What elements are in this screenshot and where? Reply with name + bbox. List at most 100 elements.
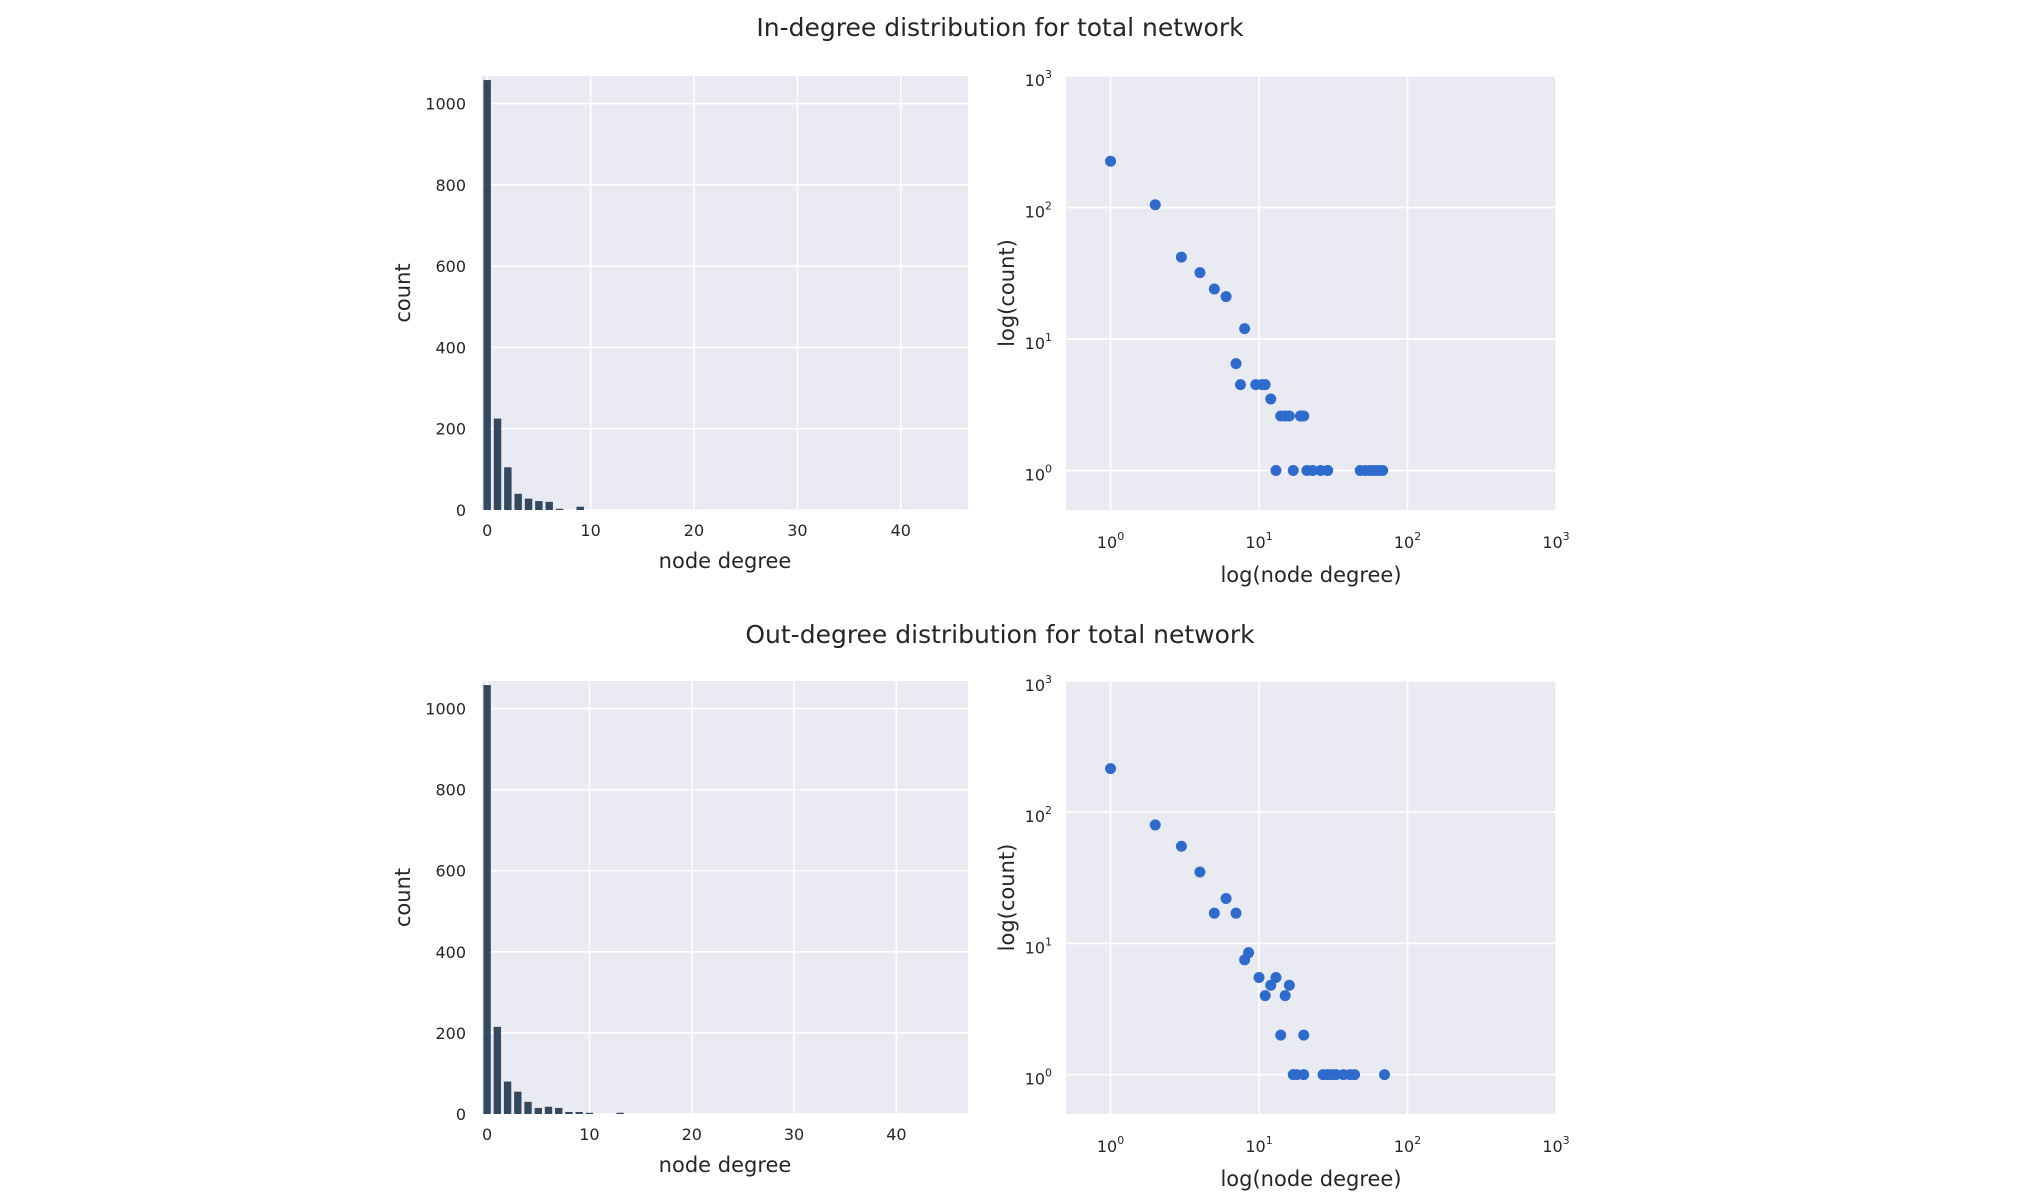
histogram-bar xyxy=(555,508,564,510)
histogram-xlabel: node degree xyxy=(659,549,792,573)
scatter-point xyxy=(1208,283,1220,295)
scatter-point xyxy=(1230,358,1242,370)
x-tick-label: 102 xyxy=(1394,1134,1421,1156)
scatter-point xyxy=(1194,267,1206,279)
x-tick-label: 40 xyxy=(886,1125,906,1144)
scatter-point xyxy=(1105,155,1117,167)
scatter-point xyxy=(1149,199,1161,211)
scatter-point xyxy=(1259,990,1271,1002)
histogram-bar xyxy=(575,1111,583,1114)
histogram-plot-area xyxy=(482,76,968,510)
x-tick-label: 0 xyxy=(482,521,492,540)
y-tick-label: 1000 xyxy=(425,700,466,719)
scatter-point xyxy=(1307,465,1319,477)
in-degree-title: In-degree distribution for total network xyxy=(756,13,1244,42)
histogram-bar xyxy=(514,1091,522,1114)
x-tick-label: 100 xyxy=(1097,530,1124,552)
histogram-bar xyxy=(493,1026,502,1114)
y-tick-label: 102 xyxy=(1025,804,1052,826)
scatter-point xyxy=(1239,323,1251,335)
y-tick-label: 101 xyxy=(1025,331,1052,353)
scatter-point xyxy=(1265,393,1277,405)
histogram-bar xyxy=(534,1107,542,1114)
x-tick-label: 101 xyxy=(1245,1134,1272,1156)
scatter-point xyxy=(1230,907,1242,919)
histogram-xlabel: node degree xyxy=(659,1153,792,1177)
loglog-ylabel: log(count) xyxy=(995,844,1019,952)
loglog-ylabel: log(count) xyxy=(995,239,1019,347)
scatter-point xyxy=(1265,979,1277,991)
scatter-point xyxy=(1270,971,1282,983)
scatter-point xyxy=(1275,1029,1287,1041)
out-degree-loglog-scatter: 100 101 102 103 100 101 102 103 log(node degree)… xyxy=(995,673,1570,1191)
histogram-bar xyxy=(565,1111,573,1114)
scatter-point xyxy=(1220,892,1232,904)
scatter-point xyxy=(1283,410,1295,422)
loglog-plot-area xyxy=(1066,76,1556,510)
histogram-bar xyxy=(504,467,512,510)
y-tick-label: 103 xyxy=(1025,68,1052,90)
y-tick-label: 800 xyxy=(435,176,466,195)
y-tick-label: 600 xyxy=(435,257,466,276)
histogram-bar xyxy=(493,418,502,510)
scatter-point xyxy=(1234,379,1246,391)
x-tick-label: 0 xyxy=(482,1125,492,1144)
y-tick-label: 200 xyxy=(435,420,466,439)
histogram-bar xyxy=(514,493,522,510)
loglog-xlabel: log(node degree) xyxy=(1220,1167,1401,1191)
scatter-point xyxy=(1279,990,1291,1002)
out-degree-title: Out-degree distribution for total networ… xyxy=(745,620,1255,649)
y-tick-label: 600 xyxy=(435,862,466,881)
scatter-point xyxy=(1283,979,1295,991)
histogram-bar xyxy=(545,501,553,510)
histogram-bar xyxy=(483,80,491,511)
scatter-point xyxy=(1298,1069,1310,1081)
scatter-point xyxy=(1220,291,1232,303)
x-tick-label: 10 xyxy=(579,1125,599,1144)
scatter-point xyxy=(1175,251,1187,263)
y-tick-label: 101 xyxy=(1025,935,1052,957)
histogram-plot-area xyxy=(482,681,968,1114)
histogram-bar xyxy=(503,1081,512,1114)
loglog-xlabel: log(node degree) xyxy=(1220,563,1401,587)
x-tick-label: 102 xyxy=(1394,530,1421,552)
scatter-point xyxy=(1253,971,1265,983)
scatter-point xyxy=(1270,465,1282,477)
x-tick-label: 20 xyxy=(682,1125,702,1144)
scatter-point xyxy=(1243,947,1255,959)
y-tick-label: 1000 xyxy=(425,95,466,114)
scatter-point xyxy=(1175,840,1187,852)
x-tick-label: 10 xyxy=(580,521,600,540)
y-tick-label: 0 xyxy=(456,501,466,520)
scatter-point xyxy=(1194,866,1206,878)
y-tick-label: 200 xyxy=(435,1024,466,1043)
scatter-point xyxy=(1149,819,1161,831)
y-tick-label: 400 xyxy=(435,338,466,357)
x-tick-label: 20 xyxy=(684,521,704,540)
y-tick-label: 100 xyxy=(1025,1067,1052,1089)
scatter-point xyxy=(1379,1069,1391,1081)
x-tick-label: 101 xyxy=(1245,530,1272,552)
histogram-bar xyxy=(555,1107,563,1114)
histogram-ylabel: count xyxy=(391,868,415,927)
histogram-ylabel: count xyxy=(391,263,415,322)
x-tick-label: 100 xyxy=(1097,1134,1124,1156)
y-tick-label: 400 xyxy=(435,943,466,962)
scatter-point xyxy=(1298,410,1310,422)
x-tick-label: 40 xyxy=(891,521,911,540)
histogram-bar xyxy=(524,1101,532,1114)
histogram-bar xyxy=(544,1106,553,1114)
scatter-point xyxy=(1349,1069,1361,1081)
scatter-point xyxy=(1377,465,1389,477)
scatter-point xyxy=(1287,465,1299,477)
histogram-bar xyxy=(483,685,491,1114)
scatter-point xyxy=(1259,379,1271,391)
scatter-point xyxy=(1322,465,1334,477)
scatter-point xyxy=(1298,1029,1310,1041)
scatter-point xyxy=(1105,763,1117,775)
y-tick-label: 102 xyxy=(1025,200,1052,222)
histogram-bar xyxy=(585,1112,594,1114)
histogram-bar xyxy=(576,506,584,510)
